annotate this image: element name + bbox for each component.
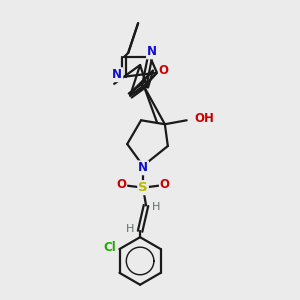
Text: N: N	[138, 161, 148, 174]
Text: O: O	[160, 178, 170, 191]
Text: O: O	[116, 178, 126, 191]
Text: N: N	[112, 68, 122, 81]
Text: S: S	[138, 181, 148, 194]
Text: H: H	[126, 224, 134, 234]
Text: H: H	[152, 202, 160, 212]
Text: OH: OH	[195, 112, 214, 125]
Text: Cl: Cl	[103, 241, 116, 254]
Text: N: N	[147, 45, 157, 58]
Text: O: O	[159, 64, 169, 77]
